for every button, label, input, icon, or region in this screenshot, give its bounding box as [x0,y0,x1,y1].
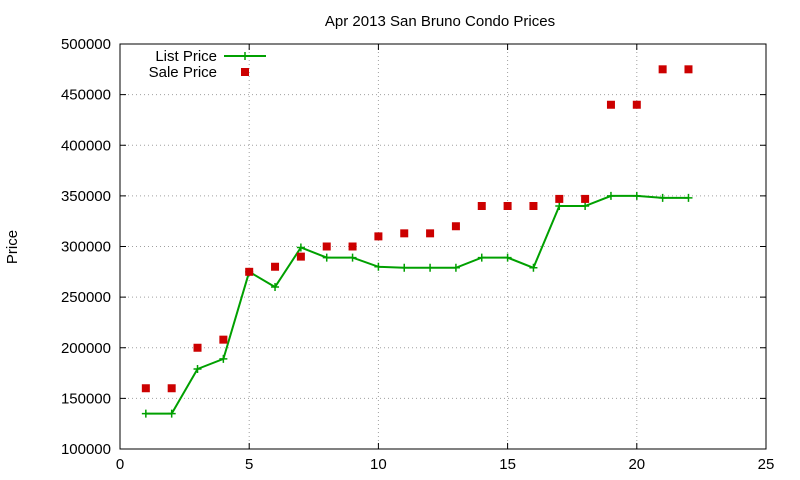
sale-price-point [296,252,305,261]
sale-price-point [141,384,150,393]
list-price-point [141,409,150,418]
y-tick-label: 100000 [61,441,111,458]
y-tick-label: 350000 [61,188,111,205]
series-sale-price [141,65,693,393]
x-tick-label: 0 [116,456,124,473]
sale-price-point [426,229,435,238]
y-axis-label: Price [4,230,21,264]
list-price-point [658,193,667,202]
sale-price-point [555,194,564,203]
list-price-point [632,191,641,200]
sale-price-point [477,202,486,210]
sale-price-point [529,202,538,210]
list-price-point [529,263,538,272]
series-layer [141,65,693,418]
list-price-point [555,202,564,210]
legend: List Price Sale Price [149,48,266,81]
list-price-point [271,283,280,291]
sale-price-point [658,65,667,74]
sale-price-point [451,222,460,231]
sale-price-point [245,267,254,276]
sale-price-point [348,242,357,251]
x-tick-label: 20 [628,456,645,473]
list-price-point [477,253,486,262]
sale-price-point [581,194,590,203]
axis-ticks: 0 5 10 15 20 25 100000 150000 200000 250000 300000… [61,36,774,473]
sale-price-point [400,229,409,238]
sale-price-point [606,100,615,109]
plot-frame [119,43,767,450]
y-tick-label: 450000 [61,87,111,104]
sale-price-point [193,343,202,352]
list-price-point [581,202,590,210]
grid-lines [120,44,766,449]
list-price-point [374,262,383,271]
list-price-point [426,263,435,272]
sale-price-point [219,335,228,344]
x-tick-label: 5 [245,456,253,473]
sale-price-point [503,202,512,210]
sale-price-point [322,242,331,251]
sale-price-point [632,100,641,109]
y-tick-label: 250000 [61,289,111,306]
x-tick-label: 25 [758,456,775,473]
list-price-point [322,253,331,262]
sale-price-point [374,232,383,241]
list-price-point [167,409,176,418]
sale-price-point [167,384,176,393]
sale-price-point [684,65,693,74]
list-price-point [296,243,305,252]
legend-swatch-list-price-marker [241,52,249,60]
chart-title: Apr 2013 San Bruno Condo Prices [325,13,555,30]
list-price-point [684,193,693,202]
legend-label-sale-price: Sale Price [149,64,217,81]
series-list-price [141,191,693,418]
y-tick-label: 500000 [61,36,111,53]
list-price-point [348,253,357,262]
y-tick-label: 300000 [61,239,111,256]
legend-label-list-price: List Price [155,48,217,65]
list-price-point [219,354,228,363]
list-price-point [451,263,460,272]
x-tick-label: 15 [499,456,516,473]
y-tick-label: 150000 [61,390,111,407]
legend-swatch-sale-price [241,68,249,76]
y-tick-label: 400000 [61,137,111,154]
sale-price-point [271,262,280,271]
list-price-point [400,263,409,272]
x-tick-label: 10 [370,456,387,473]
list-price-line [145,194,689,415]
list-price-point [503,253,512,262]
list-price-point [193,365,202,374]
y-tick-label: 200000 [61,340,111,357]
list-price-point [606,191,615,200]
